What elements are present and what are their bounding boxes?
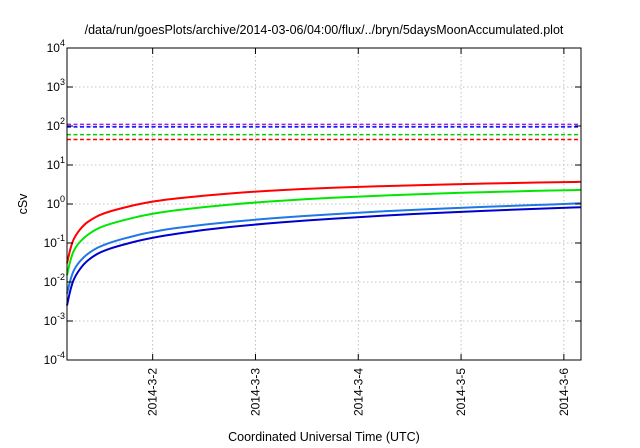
- series-line: [66, 188, 582, 276]
- chart-title: /data/run/goesPlots/archive/2014-03-06/0…: [85, 23, 564, 37]
- y-tick-label: 102: [47, 116, 65, 133]
- x-axis-label: Coordinated Universal Time (UTC): [228, 430, 420, 444]
- x-tick-label: 2014-3-5: [454, 368, 468, 416]
- x-axis-ticks: 2014-3-2 2014-3-3 2014-3-4 2014-3-5 2014-3-6: [146, 48, 571, 416]
- y-tick-label: 103: [47, 77, 65, 94]
- y-tick-label: 10-2: [44, 272, 65, 289]
- y-axis-label: cSv: [16, 193, 30, 215]
- y-tick-label: 100: [47, 194, 65, 211]
- x-tick-label: 2014-3-4: [351, 368, 365, 416]
- y-tick-label: 10-4: [44, 350, 65, 367]
- data-series: [66, 180, 582, 306]
- threshold-lines: [67, 123, 581, 141]
- series-line: [66, 202, 582, 294]
- series-line: [66, 206, 582, 306]
- y-tick-label: 101: [47, 155, 65, 172]
- grid-lines: [67, 48, 581, 360]
- y-tick-label: 10-1: [44, 233, 65, 250]
- x-tick-label: 2014-3-2: [146, 368, 160, 416]
- y-tick-label: 10-3: [44, 311, 65, 328]
- x-tick-label: 2014-3-6: [557, 368, 571, 416]
- y-tick-label: 104: [47, 38, 65, 55]
- x-tick-label: 2014-3-3: [248, 368, 262, 416]
- y-axis-ticks: 10-4 10-3 10-2 10-1 100 101 102 103 104: [44, 38, 581, 367]
- series-line: [66, 180, 582, 264]
